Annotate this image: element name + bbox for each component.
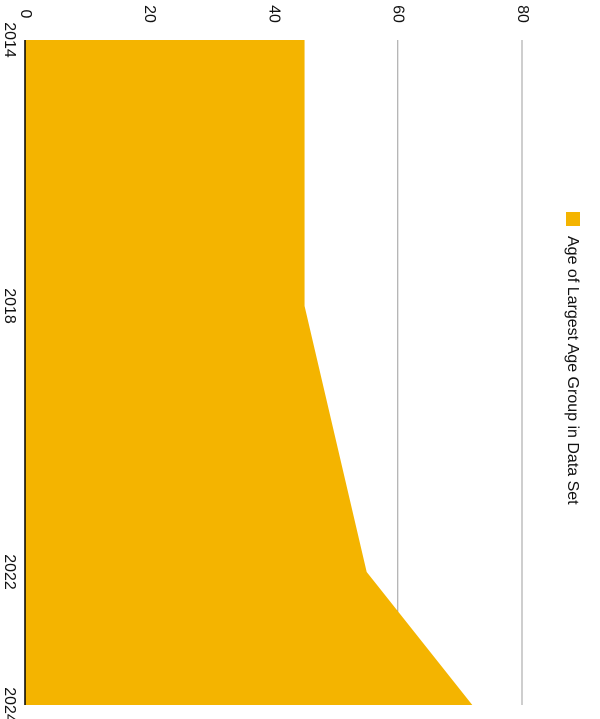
value-axis-ticks: 0 20 40 60 80 <box>17 5 531 23</box>
year-tick-label: 2022 <box>1 554 18 590</box>
value-tick-label: 60 <box>390 5 407 23</box>
area-series-largest-age-group <box>25 40 473 705</box>
value-tick-label: 20 <box>141 5 158 23</box>
year-axis-ticks: 2014 2018 2022 2024 <box>1 22 18 719</box>
area-layer <box>25 40 473 705</box>
value-tick-label: 40 <box>265 5 282 23</box>
year-tick-label: 2024 <box>1 687 18 719</box>
year-tick-label: 2018 <box>1 288 18 324</box>
year-tick-label: 2014 <box>1 22 18 58</box>
value-tick-label: 0 <box>17 10 34 19</box>
legend: Age of Largest Age Group in Data Set <box>564 212 581 505</box>
legend-label: Age of Largest Age Group in Data Set <box>564 236 581 505</box>
legend-swatch <box>566 212 580 226</box>
value-tick-label: 80 <box>514 5 531 23</box>
